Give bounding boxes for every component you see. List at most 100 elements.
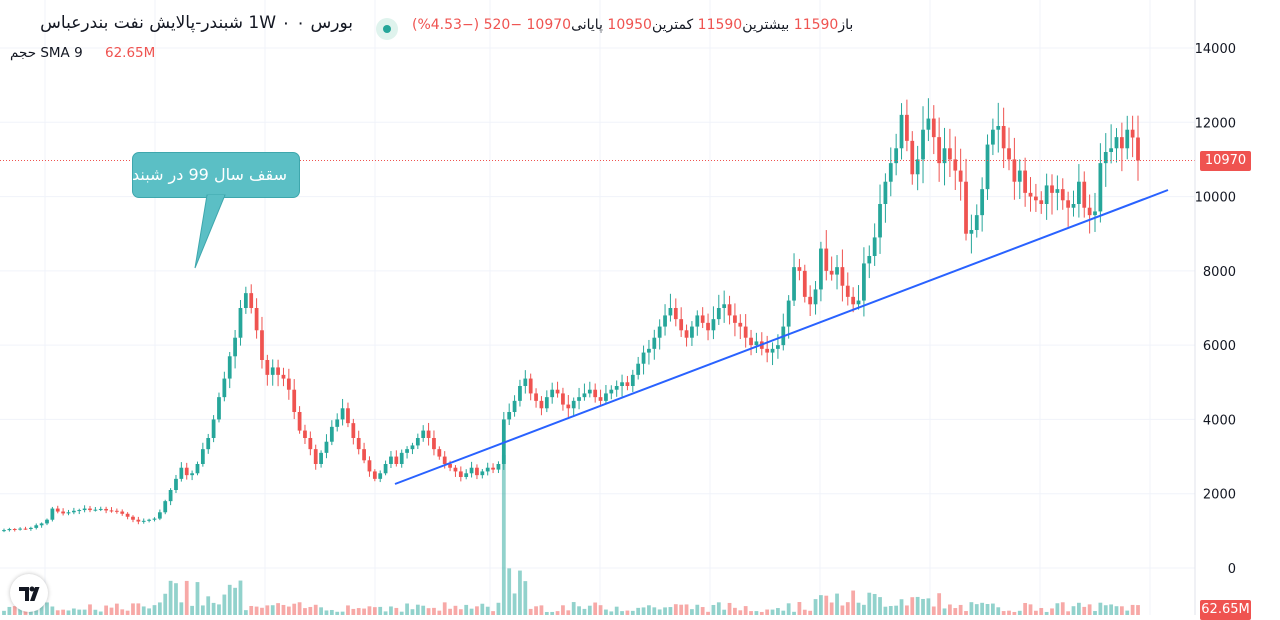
candle-body (566, 404, 571, 409)
volume-bar (475, 606, 479, 615)
chart-grid (0, 0, 1195, 615)
volume-bar (1087, 604, 1092, 615)
volume-bar (426, 608, 431, 615)
candle-body (1001, 126, 1006, 149)
volume-bar (324, 610, 329, 615)
candle-body (469, 467, 474, 474)
symbol-title[interactable]: بورس ۰ 1W ۰ شبندر-پالایش نفت بندرعباس (40, 13, 353, 33)
ohlc-open-label: باز (838, 17, 854, 33)
volume-bar (883, 606, 888, 615)
volume-bar (797, 602, 802, 615)
candle-body (104, 508, 108, 511)
candle-body (905, 114, 909, 141)
volume-bar (410, 609, 415, 615)
volume-bar (437, 610, 442, 615)
candle-body (776, 345, 780, 349)
candle-body (195, 464, 200, 474)
volume-bar (389, 606, 393, 615)
candle-body (249, 293, 254, 308)
candle-body (109, 510, 114, 512)
candle-body (55, 508, 60, 512)
candle-body (512, 400, 517, 412)
candle-body (587, 389, 592, 394)
volume-bar (856, 602, 861, 615)
volume-bar (147, 608, 151, 615)
candle-body (770, 348, 775, 353)
volume-bar (1028, 604, 1033, 615)
volume-bar (781, 610, 786, 615)
volume-bar (131, 603, 135, 615)
candle-body (1103, 152, 1108, 164)
candle-body (872, 237, 877, 256)
candle-body (313, 449, 318, 464)
candle-body (1109, 148, 1114, 152)
candle-body (765, 348, 770, 353)
candle-body (630, 374, 635, 386)
candle-body (899, 114, 904, 149)
volume-bar (39, 602, 44, 615)
candle-body (518, 386, 522, 401)
volume-bar (1055, 603, 1060, 615)
candle-body (561, 393, 565, 405)
volume-bar (464, 604, 469, 615)
candle-body (948, 148, 952, 160)
volume-bar (582, 608, 587, 615)
candle-body (856, 300, 861, 305)
candle-body (1130, 129, 1135, 138)
candle-body (716, 308, 721, 320)
candle-body (437, 449, 442, 457)
candle-body (222, 378, 227, 398)
candle-body (243, 293, 248, 308)
trend-line[interactable] (394, 189, 1169, 485)
volume-bar (668, 607, 673, 615)
annotation-callout[interactable]: سقف سال 99 در شبندر (132, 152, 300, 198)
volume-bar (88, 604, 92, 615)
tradingview-logo[interactable] (10, 574, 48, 612)
volume-bar (313, 604, 318, 615)
volume-bar (292, 603, 297, 615)
volume-bar (759, 611, 764, 615)
volume-bar (120, 609, 125, 615)
volume-bar (1017, 610, 1022, 615)
candle-body (1012, 159, 1017, 182)
price-tick-label: 4000 (1203, 413, 1236, 428)
volume-bar (469, 608, 474, 615)
volume-bar (931, 606, 936, 615)
volume-bar (362, 608, 366, 615)
volume-bar (808, 610, 813, 615)
candle-body (2, 530, 6, 532)
candle-body (491, 467, 495, 470)
volume-bar (872, 593, 877, 615)
candle-body (136, 519, 141, 522)
price-tick-label: 2000 (1203, 488, 1236, 503)
volume-bar (733, 607, 737, 615)
candle-body (636, 363, 641, 375)
candle-body (528, 378, 533, 394)
candle-body (700, 315, 705, 323)
volume-bar (383, 611, 388, 615)
ohlc-close-value: 10970 (526, 17, 572, 33)
candle-body (722, 304, 727, 308)
candle-body (953, 159, 958, 171)
volume-bar (50, 606, 55, 615)
candle-body (829, 270, 834, 275)
candle-body (1023, 170, 1028, 193)
volume-bar (1071, 606, 1076, 615)
candle-body (297, 412, 302, 431)
volume-bar (28, 610, 33, 615)
candle-body (61, 511, 65, 514)
volume-bars (2, 455, 1140, 615)
volume-bar (163, 593, 168, 615)
volume-bar (657, 609, 662, 615)
ohlc-close-label: پایانی (571, 17, 603, 33)
candle-body (206, 438, 211, 450)
volume-bar (512, 593, 517, 615)
volume-bar (867, 592, 872, 615)
candle-body (319, 452, 323, 464)
volume-bar (770, 609, 775, 615)
candle-body (372, 471, 377, 479)
volume-bar (625, 610, 630, 615)
candle-body (152, 518, 157, 520)
candle-body (792, 267, 796, 301)
